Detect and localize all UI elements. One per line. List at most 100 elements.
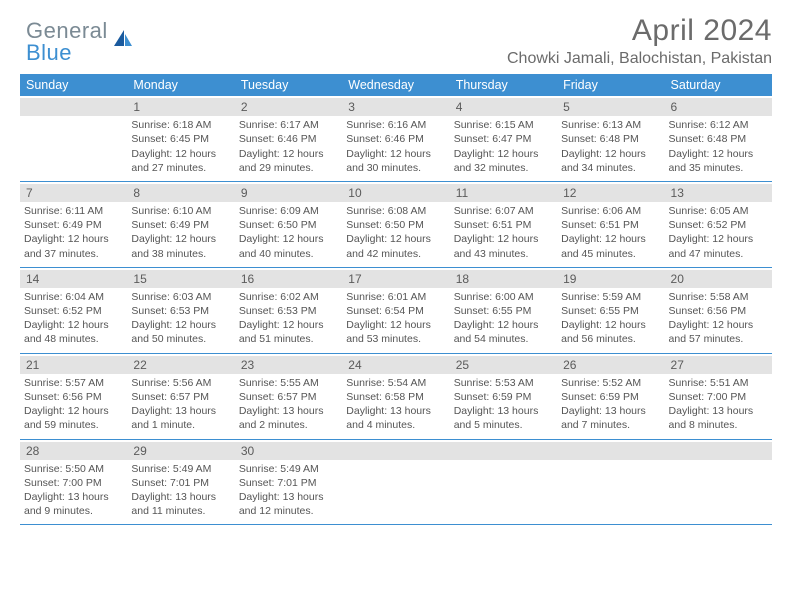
daylight-text: Daylight: 12 hours and 34 minutes. — [561, 147, 660, 175]
sunrise-text: Sunrise: 6:10 AM — [131, 204, 230, 218]
sunset-text: Sunset: 6:47 PM — [454, 132, 553, 146]
day-number: 15 — [127, 270, 234, 288]
day-cell: 24Sunrise: 5:54 AMSunset: 6:58 PMDayligh… — [342, 354, 449, 439]
sunset-text: Sunset: 7:00 PM — [669, 390, 768, 404]
week-row: 14Sunrise: 6:04 AMSunset: 6:52 PMDayligh… — [20, 268, 772, 354]
sunrise-text: Sunrise: 5:51 AM — [669, 376, 768, 390]
day-cell: 8Sunrise: 6:10 AMSunset: 6:49 PMDaylight… — [127, 182, 234, 267]
sunset-text: Sunset: 6:51 PM — [454, 218, 553, 232]
daylight-text: Daylight: 13 hours and 1 minute. — [131, 404, 230, 432]
day-header-tuesday: Tuesday — [235, 74, 342, 96]
day-header-wednesday: Wednesday — [342, 74, 449, 96]
sunrise-text: Sunrise: 6:03 AM — [131, 290, 230, 304]
day-number — [20, 98, 127, 116]
sunset-text: Sunset: 6:56 PM — [24, 390, 123, 404]
daylight-text: Daylight: 12 hours and 30 minutes. — [346, 147, 445, 175]
sunrise-text: Sunrise: 6:15 AM — [454, 118, 553, 132]
daylight-text: Daylight: 12 hours and 35 minutes. — [669, 147, 768, 175]
sunrise-text: Sunrise: 5:49 AM — [239, 462, 338, 476]
week-row: 21Sunrise: 5:57 AMSunset: 6:56 PMDayligh… — [20, 354, 772, 440]
daylight-text: Daylight: 12 hours and 45 minutes. — [561, 232, 660, 260]
daylight-text: Daylight: 13 hours and 11 minutes. — [131, 490, 230, 518]
daylight-text: Daylight: 13 hours and 9 minutes. — [24, 490, 123, 518]
sunrise-text: Sunrise: 5:55 AM — [239, 376, 338, 390]
day-number: 17 — [342, 270, 449, 288]
calendar-page: General Blue April 2024 Chowki Jamali, B… — [0, 0, 792, 545]
sunset-text: Sunset: 6:55 PM — [561, 304, 660, 318]
day-number: 21 — [20, 356, 127, 374]
daylight-text: Daylight: 13 hours and 8 minutes. — [669, 404, 768, 432]
logo: General Blue — [20, 14, 134, 64]
day-header-sunday: Sunday — [20, 74, 127, 96]
sunset-text: Sunset: 6:49 PM — [24, 218, 123, 232]
sunset-text: Sunset: 6:50 PM — [346, 218, 445, 232]
day-number: 9 — [235, 184, 342, 202]
daylight-text: Daylight: 12 hours and 43 minutes. — [454, 232, 553, 260]
daylight-text: Daylight: 13 hours and 7 minutes. — [561, 404, 660, 432]
sunset-text: Sunset: 6:46 PM — [239, 132, 338, 146]
daylight-text: Daylight: 12 hours and 37 minutes. — [24, 232, 123, 260]
day-number: 22 — [127, 356, 234, 374]
day-cell: 26 Sunrise: 5:52 AMSunset: 6:59 PMDayligh… — [557, 354, 664, 439]
sunrise-text: Sunrise: 5:52 AM — [561, 376, 660, 390]
day-number: 12 — [557, 184, 664, 202]
day-number: 6 — [665, 98, 772, 116]
logo-text-top: General — [26, 20, 108, 42]
day-cell — [665, 440, 772, 525]
sunrise-text: Sunrise: 5:57 AM — [24, 376, 123, 390]
day-number: 24 — [342, 356, 449, 374]
day-cell: 6Sunrise: 6:12 AMSunset: 6:48 PMDaylight… — [665, 96, 772, 181]
daylight-text: Daylight: 12 hours and 47 minutes. — [669, 232, 768, 260]
daylight-text: Daylight: 12 hours and 50 minutes. — [131, 318, 230, 346]
day-number: 23 — [235, 356, 342, 374]
sunrise-text: Sunrise: 5:53 AM — [454, 376, 553, 390]
day-cell: 25Sunrise: 5:53 AMSunset: 6:59 PMDayligh… — [450, 354, 557, 439]
day-cell: 14Sunrise: 6:04 AMSunset: 6:52 PMDayligh… — [20, 268, 127, 353]
day-number — [557, 442, 664, 460]
sunset-text: Sunset: 6:53 PM — [131, 304, 230, 318]
day-number: 26 — [557, 356, 664, 374]
sunset-text: Sunset: 6:45 PM — [131, 132, 230, 146]
day-number: 5 — [557, 98, 664, 116]
day-cell: 15 Sunrise: 6:03 AMSunset: 6:53 PMDayligh… — [127, 268, 234, 353]
sunrise-text: Sunrise: 6:05 AM — [669, 204, 768, 218]
sunrise-text: Sunrise: 6:13 AM — [561, 118, 660, 132]
day-cell: 1Sunrise: 6:18 AMSunset: 6:45 PMDaylight… — [127, 96, 234, 181]
sunset-text: Sunset: 6:55 PM — [454, 304, 553, 318]
sunset-text: Sunset: 6:59 PM — [561, 390, 660, 404]
sunrise-text: Sunrise: 6:08 AM — [346, 204, 445, 218]
day-cell: 28Sunrise: 5:50 AMSunset: 7:00 PMDayligh… — [20, 440, 127, 525]
sunset-text: Sunset: 7:01 PM — [239, 476, 338, 490]
day-number: 19 — [557, 270, 664, 288]
day-number: 20 — [665, 270, 772, 288]
day-number: 11 — [450, 184, 557, 202]
daylight-text: Daylight: 13 hours and 4 minutes. — [346, 404, 445, 432]
daylight-text: Daylight: 12 hours and 51 minutes. — [239, 318, 338, 346]
sunrise-text: Sunrise: 6:12 AM — [669, 118, 768, 132]
day-cell: 12Sunrise: 6:06 AMSunset: 6:51 PMDayligh… — [557, 182, 664, 267]
day-cell: 18Sunrise: 6:00 AMSunset: 6:55 PMDayligh… — [450, 268, 557, 353]
day-number: 2 — [235, 98, 342, 116]
day-cell: 30Sunrise: 5:49 AMSunset: 7:01 PMDayligh… — [235, 440, 342, 525]
day-cell — [557, 440, 664, 525]
sunset-text: Sunset: 6:54 PM — [346, 304, 445, 318]
daylight-text: Daylight: 12 hours and 27 minutes. — [131, 147, 230, 175]
daylight-text: Daylight: 12 hours and 42 minutes. — [346, 232, 445, 260]
sunset-text: Sunset: 6:57 PM — [131, 390, 230, 404]
day-header-row: Sunday Monday Tuesday Wednesday Thursday… — [20, 74, 772, 96]
week-row: 7Sunrise: 6:11 AMSunset: 6:49 PMDaylight… — [20, 182, 772, 268]
sunrise-text: Sunrise: 5:50 AM — [24, 462, 123, 476]
sunset-text: Sunset: 6:58 PM — [346, 390, 445, 404]
day-number: 1 — [127, 98, 234, 116]
sunset-text: Sunset: 6:51 PM — [561, 218, 660, 232]
daylight-text: Daylight: 13 hours and 12 minutes. — [239, 490, 338, 518]
sunrise-text: Sunrise: 6:17 AM — [239, 118, 338, 132]
day-cell: 19Sunrise: 5:59 AMSunset: 6:55 PMDayligh… — [557, 268, 664, 353]
daylight-text: Daylight: 12 hours and 59 minutes. — [24, 404, 123, 432]
day-number: 14 — [20, 270, 127, 288]
day-number: 8 — [127, 184, 234, 202]
day-number — [342, 442, 449, 460]
sunrise-text: Sunrise: 6:01 AM — [346, 290, 445, 304]
sunset-text: Sunset: 6:59 PM — [454, 390, 553, 404]
day-header-monday: Monday — [127, 74, 234, 96]
